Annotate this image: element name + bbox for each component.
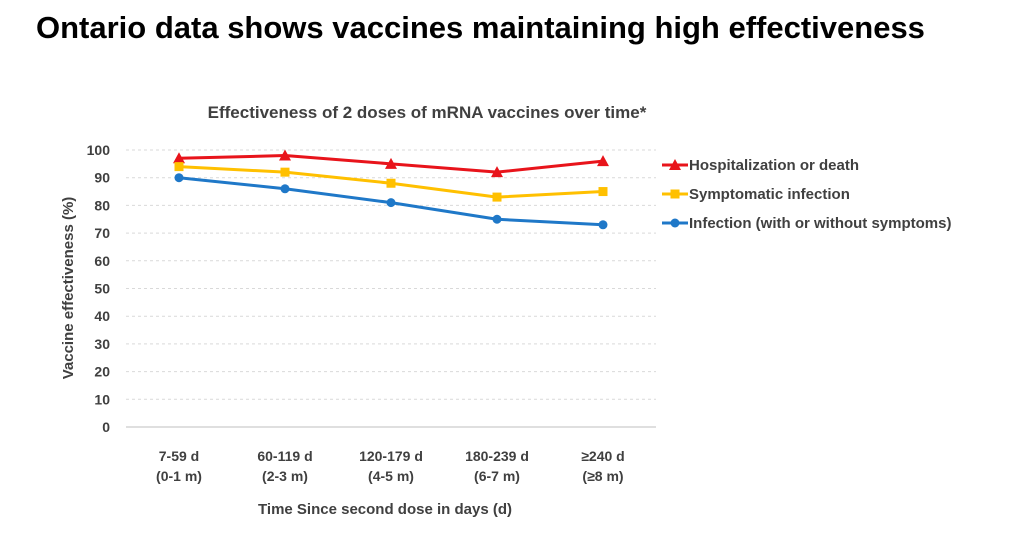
x-tick-sublabel: (2-3 m) xyxy=(262,468,308,484)
data-point xyxy=(669,159,681,170)
legend: Hospitalization or death Symptomatic infe… xyxy=(662,157,952,232)
x-tick-sublabel: (4-5 m) xyxy=(368,468,414,484)
data-point xyxy=(279,149,291,161)
data-point xyxy=(598,220,608,230)
y-tick-label: 70 xyxy=(94,225,110,241)
data-point xyxy=(492,214,502,224)
legend-label: Infection (with or without symptoms) xyxy=(689,215,952,232)
x-tick-label: ≥240 d xyxy=(581,448,624,464)
legend-item: Symptomatic infection xyxy=(662,186,850,203)
data-point xyxy=(492,192,502,202)
series-layer xyxy=(173,149,609,230)
y-tick-label: 30 xyxy=(94,336,110,352)
legend-item: Infection (with or without symptoms) xyxy=(662,215,952,232)
y-tick-label: 90 xyxy=(94,170,110,186)
data-point xyxy=(670,189,680,199)
x-tick-sublabel: (6-7 m) xyxy=(474,468,520,484)
y-tick-label: 0 xyxy=(102,419,110,435)
y-tick-label: 60 xyxy=(94,253,110,269)
data-point xyxy=(597,155,609,167)
data-point xyxy=(280,184,290,194)
x-tick-label: 180-239 d xyxy=(465,448,529,464)
legend-label: Hospitalization or death xyxy=(689,157,859,174)
data-point xyxy=(598,187,608,197)
data-point xyxy=(386,178,396,188)
x-axis-title: Time Since second dose in days (d) xyxy=(258,501,512,518)
x-tick-label: 60-119 d xyxy=(257,448,312,464)
y-axis-title: Vaccine effectiveness (%) xyxy=(60,197,77,380)
x-tick-sublabel: (≥8 m) xyxy=(582,468,623,484)
y-tick-label: 40 xyxy=(94,308,110,324)
y-tick-label: 50 xyxy=(94,281,110,297)
slide-title: Ontario data shows vaccines maintaining … xyxy=(36,10,925,45)
data-point xyxy=(386,198,396,208)
legend-item: Hospitalization or death xyxy=(662,157,859,174)
data-point xyxy=(174,162,184,172)
series-1 xyxy=(173,149,609,178)
y-tick-label: 10 xyxy=(94,391,110,407)
y-tick-label: 100 xyxy=(87,142,111,158)
legend-label: Symptomatic infection xyxy=(689,186,850,203)
chart-title: Effectiveness of 2 doses of mRNA vaccine… xyxy=(208,103,647,122)
data-point xyxy=(491,166,503,178)
data-point xyxy=(670,218,680,228)
x-tick-sublabel: (0-1 m) xyxy=(156,468,202,484)
data-point xyxy=(385,157,397,169)
data-point xyxy=(174,173,184,183)
series-2 xyxy=(174,162,608,202)
x-axis-ticks: 7-59 d (0-1 m) 60-119 d (2-3 m) 120-179 d (4-… xyxy=(156,448,625,484)
y-tick-label: 80 xyxy=(94,197,110,213)
x-tick-label: 7-59 d xyxy=(159,448,199,464)
data-point xyxy=(280,167,290,177)
series-3 xyxy=(174,173,608,230)
y-tick-label: 20 xyxy=(94,364,110,380)
y-axis-ticks: 0 10 20 30 40 50 60 70 80 90 100 xyxy=(87,142,111,435)
x-tick-label: 120-179 d xyxy=(359,448,423,464)
data-point xyxy=(173,152,185,164)
